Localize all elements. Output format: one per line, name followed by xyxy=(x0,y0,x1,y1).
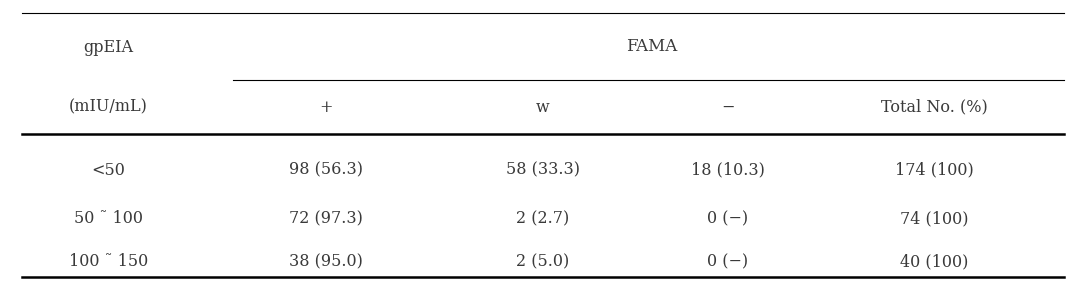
Text: 38 (95.0): 38 (95.0) xyxy=(289,253,363,270)
Text: gpEIA: gpEIA xyxy=(84,39,134,56)
Text: 18 (10.3): 18 (10.3) xyxy=(691,162,765,179)
Text: w: w xyxy=(536,99,550,116)
Text: 72 (97.3): 72 (97.3) xyxy=(289,210,363,227)
Text: 174 (100): 174 (100) xyxy=(895,162,973,179)
Text: 40 (100): 40 (100) xyxy=(900,253,968,270)
Text: 50 ˜ 100: 50 ˜ 100 xyxy=(74,210,143,227)
Text: Total No. (%): Total No. (%) xyxy=(881,99,987,116)
Text: (mIU/mL): (mIU/mL) xyxy=(70,99,148,116)
Text: 0 (−): 0 (−) xyxy=(707,253,748,270)
Text: <50: <50 xyxy=(91,162,126,179)
Text: 58 (33.3): 58 (33.3) xyxy=(506,162,580,179)
Text: 2 (5.0): 2 (5.0) xyxy=(516,253,570,270)
Text: 100 ˜ 150: 100 ˜ 150 xyxy=(70,253,148,270)
Text: FAMA: FAMA xyxy=(626,38,678,55)
Text: 98 (56.3): 98 (56.3) xyxy=(289,162,363,179)
Text: −: − xyxy=(721,99,734,116)
Text: +: + xyxy=(319,99,332,116)
Text: 0 (−): 0 (−) xyxy=(707,210,748,227)
Text: 2 (2.7): 2 (2.7) xyxy=(516,210,570,227)
Text: 74 (100): 74 (100) xyxy=(899,210,969,227)
